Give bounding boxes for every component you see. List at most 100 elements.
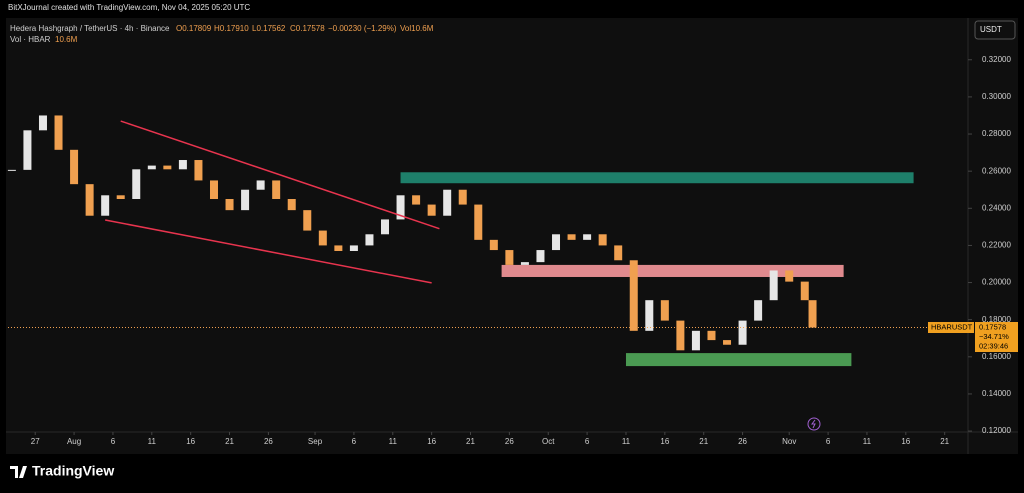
x-tick-label: 11: [148, 437, 157, 446]
candle: [70, 149, 79, 185]
candle: [769, 270, 778, 301]
candle: [676, 320, 685, 351]
zone: [625, 353, 852, 367]
lightning-icon[interactable]: [807, 417, 821, 431]
x-tick-label: Aug: [67, 437, 81, 446]
candle: [396, 195, 405, 220]
logo-text: TradingView: [32, 463, 114, 479]
y-tick-label: 0.12000: [982, 426, 1011, 435]
candle: [474, 204, 483, 240]
candle: [241, 189, 250, 211]
ohlc-high: H0.17910: [214, 24, 249, 33]
x-tick-label: 16: [186, 437, 195, 446]
candle: [520, 262, 529, 265]
candle: [785, 270, 794, 282]
candle: [707, 330, 716, 341]
candle: [163, 165, 172, 170]
candle: [567, 234, 576, 240]
chart-panel: [6, 18, 1018, 454]
candle: [225, 199, 234, 211]
price-tag-price: 0.17578: [979, 322, 1006, 331]
lightning-glyph: [811, 419, 816, 429]
candle: [7, 169, 16, 171]
candle: [660, 300, 669, 321]
candle: [800, 281, 809, 301]
candle: [194, 160, 203, 181]
candle: [808, 300, 817, 328]
y-tick-label: 0.32000: [982, 55, 1011, 64]
zone: [501, 264, 844, 277]
x-tick-label: 11: [389, 437, 398, 446]
candle: [349, 245, 358, 251]
candle: [458, 189, 467, 205]
candle: [489, 239, 498, 251]
candle: [23, 130, 32, 170]
candle: [272, 180, 281, 200]
ohlc-volume: Vol10.6M: [400, 24, 434, 33]
candle: [85, 184, 94, 216]
y-tick-label: 0.18000: [982, 315, 1011, 324]
candle: [178, 160, 187, 170]
candle: [427, 204, 436, 216]
candle: [723, 340, 732, 345]
candle: [54, 115, 63, 150]
trendline: [105, 219, 432, 284]
y-tick-label: 0.16000: [982, 352, 1011, 361]
candle: [38, 115, 47, 131]
y-tick-label: 0.30000: [982, 92, 1011, 101]
x-tick-label: 21: [699, 437, 708, 446]
ohlc-open: O0.17809: [176, 24, 212, 33]
volume-value: 10.6M: [55, 35, 78, 44]
candle: [334, 245, 343, 251]
candle: [583, 234, 592, 240]
trendline: [120, 120, 440, 230]
y-tick-label: 0.26000: [982, 166, 1011, 175]
y-tick-label: 0.14000: [982, 389, 1011, 398]
x-tick-label: 6: [352, 437, 357, 446]
candle: [147, 165, 156, 170]
x-tick-label: 21: [225, 437, 234, 446]
candle: [209, 180, 218, 200]
candle: [505, 250, 514, 265]
x-tick-label: Nov: [782, 437, 796, 446]
x-tick-label: Oct: [542, 437, 555, 446]
x-tick-label: 26: [264, 437, 273, 446]
x-tick-label: 21: [940, 437, 949, 446]
x-tick-label: 6: [826, 437, 831, 446]
symbol: Hedera Hashgraph / TetherUS · 4h · Binan…: [10, 24, 170, 33]
price-tag-bg: [975, 322, 1018, 352]
x-tick-label: 27: [31, 437, 40, 446]
price-tag-change: −34.71%: [979, 332, 1009, 341]
x-tick-label: Sep: [308, 437, 323, 446]
candle: [101, 195, 110, 216]
candle: [412, 195, 421, 205]
x-tick-label: 6: [585, 437, 590, 446]
candle: [754, 300, 763, 321]
candle: [318, 230, 327, 246]
y-tick-label: 0.28000: [982, 129, 1011, 138]
price-tag-symbol-bg: [928, 322, 974, 333]
credit: BitXJournal created with TradingView.com…: [8, 3, 250, 12]
candle: [443, 189, 452, 216]
x-tick-label: 16: [427, 437, 436, 446]
candle: [738, 320, 747, 345]
candle: [132, 169, 141, 200]
price-tag-symbol: HBARUSDT: [931, 322, 973, 331]
candle: [536, 250, 545, 263]
price-tag-countdown: 02:39:46: [979, 341, 1008, 350]
candle: [116, 195, 125, 200]
volume-indicator: Vol · HBAR: [10, 35, 51, 44]
logo-glyph: [10, 466, 27, 478]
candle: [256, 180, 265, 190]
x-tick-label: 26: [505, 437, 514, 446]
currency-button[interactable]: [974, 20, 1016, 40]
x-tick-label: 16: [660, 437, 669, 446]
candle: [287, 199, 296, 211]
candle: [645, 300, 654, 331]
y-tick-label: 0.22000: [982, 241, 1011, 250]
x-tick-label: 11: [863, 437, 872, 446]
y-tick-label: 0.20000: [982, 278, 1011, 287]
ohlc-close: C0.17578: [290, 24, 325, 33]
x-tick-label: 11: [622, 437, 631, 446]
candle: [691, 330, 700, 351]
